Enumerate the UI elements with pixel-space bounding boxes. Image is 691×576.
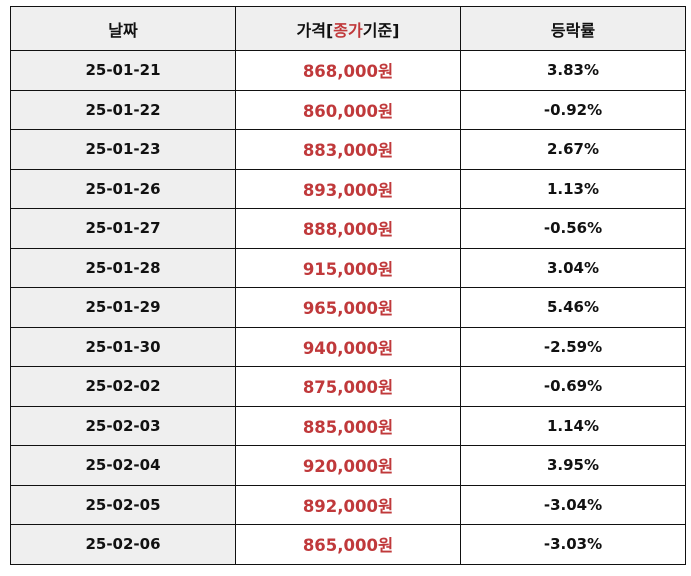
header-change: 등락률: [460, 6, 686, 51]
date-cell: 25-02-02: [10, 366, 236, 407]
table-row: 25-01-28 915,000원 3.04%: [10, 247, 686, 288]
table-row: 25-01-21 868,000원 3.83%: [10, 50, 686, 91]
change-cell: 1.14%: [460, 405, 686, 446]
table-row: 25-01-23 883,000원 2.67%: [10, 129, 686, 170]
table-row: 25-01-30 940,000원 -2.59%: [10, 326, 686, 367]
change-cell: -3.03%: [460, 524, 686, 565]
price-cell: 860,000원: [235, 89, 461, 130]
price-cell: 965,000원: [235, 287, 461, 328]
header-price-prefix: 가격[: [296, 20, 334, 40]
change-cell: -2.59%: [460, 326, 686, 367]
change-cell: 5.46%: [460, 287, 686, 328]
price-cell: 920,000원: [235, 445, 461, 486]
change-cell: -3.04%: [460, 484, 686, 525]
table-row: 25-02-02 875,000원 -0.69%: [10, 366, 686, 407]
table-row: 25-02-03 885,000원 1.14%: [10, 405, 686, 446]
change-cell: -0.69%: [460, 366, 686, 407]
price-cell: 865,000원: [235, 524, 461, 565]
price-cell: 940,000원: [235, 326, 461, 367]
price-cell: 915,000원: [235, 247, 461, 288]
table-row: 25-02-05 892,000원 -3.04%: [10, 484, 686, 525]
date-cell: 25-01-21: [10, 50, 236, 91]
date-cell: 25-01-30: [10, 326, 236, 367]
table-row: 25-01-26 893,000원 1.13%: [10, 168, 686, 209]
date-cell: 25-02-04: [10, 445, 236, 486]
price-cell: 885,000원: [235, 405, 461, 446]
date-cell: 25-01-26: [10, 168, 236, 209]
price-cell: 868,000원: [235, 50, 461, 91]
header-row: 날짜 가격[종가기준] 등락률: [10, 6, 686, 51]
price-cell: 893,000원: [235, 168, 461, 209]
price-cell: 892,000원: [235, 484, 461, 525]
date-cell: 25-01-28: [10, 247, 236, 288]
date-cell: 25-01-22: [10, 89, 236, 130]
date-cell: 25-01-27: [10, 208, 236, 249]
date-cell: 25-01-23: [10, 129, 236, 170]
header-price: 가격[종가기준]: [235, 6, 461, 51]
date-cell: 25-02-03: [10, 405, 236, 446]
price-table: 날짜 가격[종가기준] 등락률 25-01-21 868,000원 3.83% 25-…: [10, 6, 686, 565]
date-cell: 25-02-05: [10, 484, 236, 525]
change-cell: -0.56%: [460, 208, 686, 249]
table-row: 25-02-04 920,000원 3.95%: [10, 445, 686, 486]
header-price-suffix: 기준]: [362, 20, 400, 40]
change-cell: 2.67%: [460, 129, 686, 170]
table-row: 25-02-06 865,000원 -3.03%: [10, 524, 686, 565]
change-cell: 3.83%: [460, 50, 686, 91]
price-cell: 883,000원: [235, 129, 461, 170]
change-cell: 3.95%: [460, 445, 686, 486]
table-row: 25-01-29 965,000원 5.46%: [10, 287, 686, 328]
change-cell: 1.13%: [460, 168, 686, 209]
table-row: 25-01-22 860,000원 -0.92%: [10, 89, 686, 130]
price-cell: 875,000원: [235, 366, 461, 407]
header-price-highlight: 종가: [333, 20, 363, 40]
change-cell: 3.04%: [460, 247, 686, 288]
date-cell: 25-01-29: [10, 287, 236, 328]
table-row: 25-01-27 888,000원 -0.56%: [10, 208, 686, 249]
header-date: 날짜: [10, 6, 236, 51]
date-cell: 25-02-06: [10, 524, 236, 565]
price-cell: 888,000원: [235, 208, 461, 249]
change-cell: -0.92%: [460, 89, 686, 130]
